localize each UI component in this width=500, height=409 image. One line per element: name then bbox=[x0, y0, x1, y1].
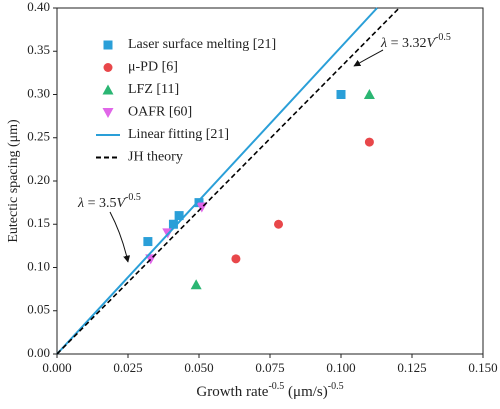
x-tick-label: 0.025 bbox=[113, 360, 142, 375]
annotation: λ = 3.32V-0.5 bbox=[380, 32, 451, 51]
y-tick-label: 0.05 bbox=[27, 302, 50, 317]
marker-square bbox=[103, 40, 113, 50]
x-axis-title: Growth rate-0.5 (μm/s)-0.5 bbox=[196, 381, 343, 400]
x-axis-title-exponent: -0.5 bbox=[328, 381, 344, 392]
annotation-arrow bbox=[109, 211, 131, 263]
marker-triangle bbox=[190, 279, 202, 290]
y-axis-title: Eutectic spacing (μm) bbox=[6, 119, 21, 243]
legend-label: Linear fitting [21] bbox=[128, 127, 229, 142]
marker-triangle bbox=[102, 84, 114, 95]
annotation-part: = 3.5 bbox=[84, 196, 116, 211]
annotation: λ = 3.5V-0.5 bbox=[77, 192, 141, 211]
x-tick-label: 0.100 bbox=[326, 360, 355, 375]
y-tick-label: 0.25 bbox=[27, 129, 50, 144]
marker-triangle-down bbox=[102, 108, 114, 118]
marker-square bbox=[168, 219, 178, 229]
y-tick-label: 0.15 bbox=[27, 215, 50, 230]
x-axis-title-part: Growth rate bbox=[196, 384, 268, 400]
annotation-part: = 3.32 bbox=[387, 36, 426, 51]
x-tick-label: 0.150 bbox=[468, 360, 497, 375]
y-tick-label: 0.35 bbox=[27, 42, 50, 57]
x-tick-label: 0.125 bbox=[397, 360, 426, 375]
x-axis-title-exponent: -0.5 bbox=[268, 381, 284, 392]
fit-line bbox=[56, 7, 378, 355]
y-tick-label: 0.00 bbox=[27, 345, 50, 360]
x-tick-label: 0.000 bbox=[42, 360, 71, 375]
annotation-exponent: -0.5 bbox=[125, 192, 141, 203]
legend-label: Laser surface melting [21] bbox=[128, 37, 276, 52]
annotation-part: λ bbox=[380, 36, 387, 51]
fit-line bbox=[56, 7, 400, 355]
marker-triangle bbox=[363, 89, 375, 99]
legend-label: OAFR [60] bbox=[128, 105, 192, 120]
annotation-part: V bbox=[426, 36, 436, 51]
annotation-part: V bbox=[116, 196, 126, 211]
marker-square bbox=[174, 211, 184, 221]
annotation-exponent: -0.5 bbox=[435, 32, 451, 43]
x-axis-title-part: (μm/s) bbox=[284, 384, 327, 400]
legend-label: JH theory bbox=[128, 150, 183, 165]
annotation-part: λ bbox=[77, 196, 84, 211]
plot-frame bbox=[56, 7, 484, 355]
marker-circle bbox=[364, 137, 374, 147]
legend-label: μ-PD [6] bbox=[128, 60, 178, 75]
marker-square bbox=[336, 90, 346, 99]
marker-circle bbox=[231, 254, 241, 264]
marker-circle bbox=[274, 219, 284, 229]
y-tick-label: 0.20 bbox=[27, 172, 50, 187]
marker-circle bbox=[103, 63, 113, 72]
y-tick-label: 0.30 bbox=[27, 85, 50, 100]
marker-square bbox=[143, 237, 153, 247]
x-tick-label: 0.050 bbox=[184, 360, 213, 375]
x-tick-label: 0.075 bbox=[255, 360, 284, 375]
y-tick-label: 0.10 bbox=[27, 258, 50, 273]
y-tick-label: 0.40 bbox=[27, 0, 50, 14]
annotation-arrow bbox=[353, 49, 384, 67]
legend-label: LFZ [11] bbox=[128, 82, 179, 97]
